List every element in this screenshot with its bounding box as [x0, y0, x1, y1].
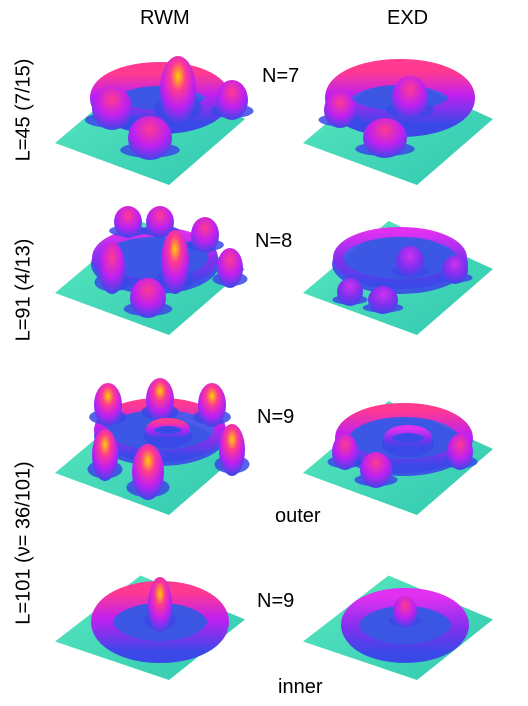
peak: [146, 206, 174, 238]
peak: [148, 577, 172, 633]
panel-rwm-n9-outer: [55, 378, 250, 515]
peak: [332, 434, 358, 470]
peak: [161, 230, 189, 294]
inner-ring: [146, 418, 190, 442]
peak: [368, 286, 398, 314]
panel-rwm-n9-inner: [55, 575, 245, 680]
peak: [216, 80, 248, 120]
peak: [92, 429, 118, 481]
peak: [447, 434, 473, 470]
column-header-rwm: RWM: [140, 7, 190, 29]
peak: [128, 116, 172, 160]
peak: [94, 383, 122, 427]
peak: [396, 246, 424, 278]
peak: [191, 217, 219, 253]
peak: [92, 86, 132, 130]
column-header-exd: EXD: [387, 7, 429, 29]
peak: [360, 452, 392, 488]
peak: [198, 383, 226, 427]
peak: [114, 206, 142, 238]
outer-crest: [333, 227, 467, 289]
peak: [99, 242, 125, 294]
peak: [219, 424, 245, 476]
panel-rwm-n8: [55, 206, 248, 335]
sub-label-outer: outer: [275, 505, 321, 527]
n-label-row3: N=9: [257, 406, 295, 428]
peak: [146, 378, 174, 422]
peak: [393, 596, 417, 628]
peak: [442, 256, 468, 284]
peak: [324, 92, 356, 128]
panel-rwm-n7: [55, 56, 254, 185]
panel-exd-n7: [303, 59, 493, 185]
peak: [160, 56, 196, 124]
panel-exd-n8: [303, 221, 493, 335]
peak: [130, 278, 166, 318]
panel-exd-n9-outer: [303, 401, 493, 515]
n-label-row1: N=7: [262, 65, 300, 87]
panel-exd-n9-inner: [303, 575, 493, 680]
n-label-row2: N=8: [255, 230, 293, 252]
n-label-row4: N=9: [257, 590, 295, 612]
peak: [217, 248, 243, 288]
peak: [132, 444, 164, 500]
inner-ring: [384, 425, 432, 451]
peak: [337, 278, 363, 306]
sub-label-inner: inner: [278, 676, 323, 698]
peak: [363, 118, 407, 158]
peak: [392, 76, 428, 120]
